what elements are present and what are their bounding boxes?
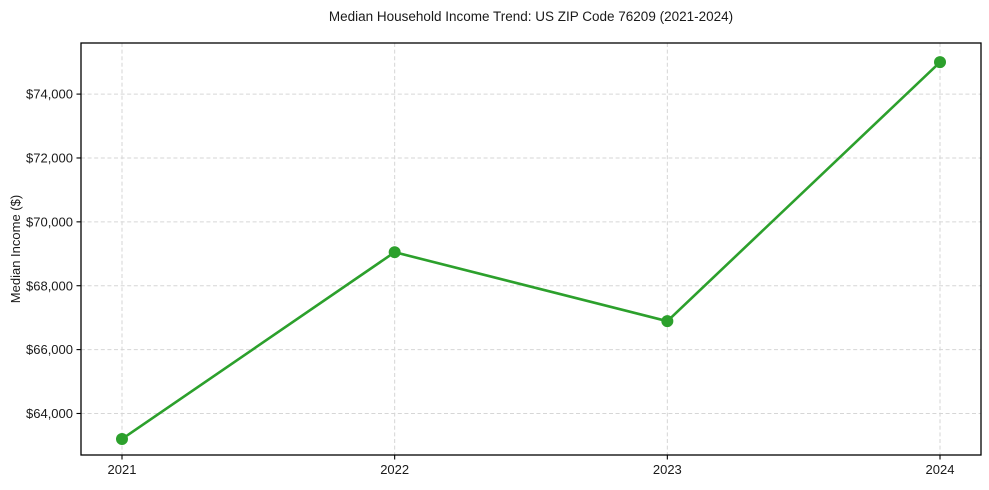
x-tick-label: 2024 (926, 462, 955, 477)
y-tick-label: $66,000 (26, 342, 73, 357)
gridlines (81, 43, 981, 455)
y-tick-label: $64,000 (26, 406, 73, 421)
plot-border (80, 42, 982, 456)
data-point-marker (116, 433, 128, 446)
y-axis-label: Median Income ($) (8, 195, 23, 303)
data-point-marker (934, 56, 946, 69)
x-tick-label: 2021 (108, 462, 137, 477)
data-point-marker (661, 315, 674, 328)
data-point-marker (388, 246, 401, 259)
y-tick-label: $74,000 (26, 87, 73, 102)
chart-title: Median Household Income Trend: US ZIP Co… (329, 9, 733, 24)
y-tick-label: $68,000 (26, 278, 73, 293)
y-tick-label: $72,000 (26, 151, 73, 166)
y-tick-label: $70,000 (26, 214, 73, 229)
x-tick-label: 2023 (653, 462, 682, 477)
trend-line (120, 60, 942, 441)
x-tick-label: 2022 (380, 462, 409, 477)
data-series (116, 56, 946, 446)
axes: $64,000 $66,000 $68,000 $70,000 $72,000 $74,0… (26, 42, 982, 477)
